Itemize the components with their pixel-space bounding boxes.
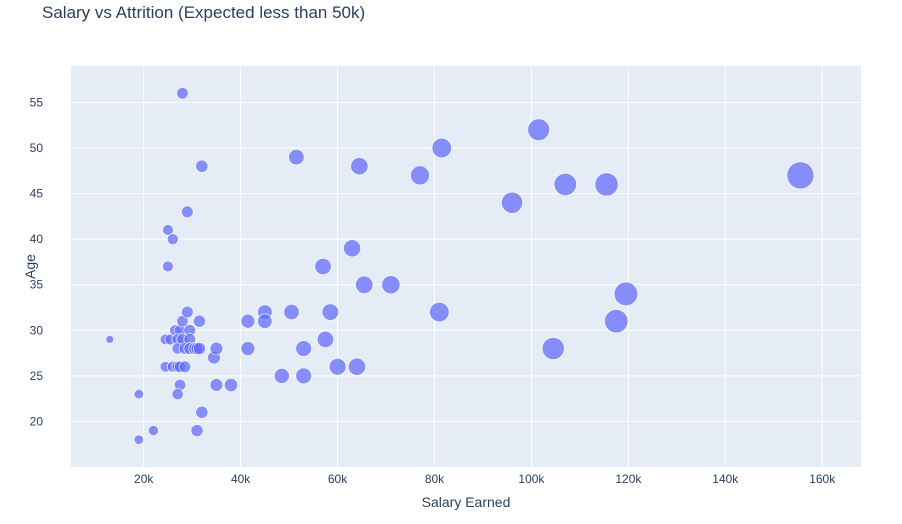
data-points: [105, 87, 815, 445]
data-point: [195, 405, 209, 419]
y-tick-label: 20: [30, 414, 44, 428]
data-point: [350, 157, 369, 176]
gridlines: [71, 66, 861, 467]
data-point: [431, 137, 452, 159]
data-point: [257, 313, 273, 329]
x-tick-label: 20k: [134, 472, 154, 486]
x-tick-label: 160k: [809, 472, 836, 486]
y-tick-label: 45: [30, 187, 44, 201]
data-point: [209, 378, 224, 392]
data-point: [501, 191, 523, 214]
data-point: [613, 281, 639, 306]
data-point: [343, 239, 361, 258]
data-point: [594, 172, 619, 197]
data-point: [193, 314, 206, 328]
data-point: [321, 303, 339, 321]
data-point: [541, 337, 565, 360]
data-point: [133, 434, 144, 445]
data-point: [429, 302, 450, 323]
data-point: [604, 309, 629, 334]
data-point: [410, 165, 430, 186]
data-point: [223, 378, 238, 392]
data-point: [527, 118, 550, 142]
data-point: [295, 367, 312, 385]
data-point: [316, 330, 334, 348]
data-point: [105, 335, 114, 344]
data-point: [295, 340, 312, 357]
data-point: [193, 342, 206, 355]
y-axis-label: Age: [22, 254, 38, 279]
data-point: [171, 388, 184, 401]
data-point: [355, 275, 374, 294]
x-tick-label: 100k: [518, 472, 545, 486]
data-point: [195, 159, 209, 173]
data-point: [162, 260, 174, 273]
data-point: [148, 425, 159, 436]
data-point: [288, 149, 305, 166]
data-point: [553, 172, 577, 196]
data-point: [240, 341, 256, 356]
data-point: [381, 275, 401, 295]
data-point: [786, 161, 815, 190]
y-tick-label: 30: [30, 323, 44, 337]
data-point: [178, 360, 191, 373]
x-axis-label: Salary Earned: [422, 494, 511, 510]
plot-background: [71, 66, 861, 467]
data-point: [162, 224, 174, 236]
data-point: [190, 424, 204, 437]
data-point: [273, 368, 290, 384]
y-tick-label: 40: [30, 232, 44, 246]
tick-labels: 20k 40k 60k 80k 100k 120k 140k 160k 20 25 30 35 40 45…: [30, 95, 837, 486]
y-tick-label: 50: [30, 141, 44, 155]
data-point: [209, 341, 224, 356]
x-tick-label: 60k: [328, 472, 348, 486]
data-point: [181, 305, 194, 319]
data-point: [166, 233, 179, 245]
data-point: [176, 87, 189, 100]
x-tick-label: 40k: [231, 472, 251, 486]
data-point: [283, 304, 300, 321]
data-point: [347, 357, 366, 376]
data-point: [240, 313, 256, 329]
x-tick-label: 80k: [425, 472, 445, 486]
x-tick-label: 120k: [615, 472, 642, 486]
data-point: [181, 205, 194, 218]
x-tick-label: 140k: [712, 472, 739, 486]
chart-title: Salary vs Attrition (Expected less than …: [42, 3, 366, 22]
y-tick-label: 25: [30, 369, 44, 383]
data-point: [328, 358, 347, 376]
y-tick-label: 55: [30, 95, 44, 109]
data-point: [314, 258, 332, 275]
data-point: [133, 389, 144, 400]
y-tick-label: 35: [30, 278, 44, 292]
